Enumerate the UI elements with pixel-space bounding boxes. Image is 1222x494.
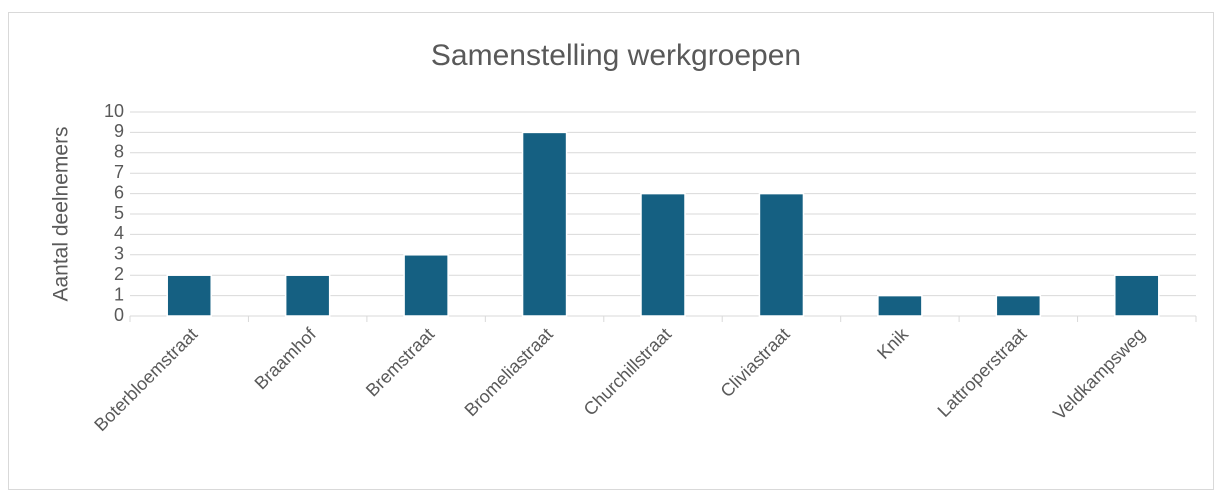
y-tick-label: 9	[114, 121, 124, 141]
y-tick-label: 1	[114, 284, 124, 304]
y-tick-label: 8	[114, 142, 124, 162]
bar	[284, 274, 331, 317]
bar	[640, 192, 686, 317]
y-tick-label: 10	[104, 101, 124, 121]
y-tick-label: 6	[114, 182, 124, 202]
y-tick-label: 4	[114, 223, 124, 243]
y-axis-label: Aantal deelnemers	[50, 126, 73, 301]
y-tick-label: 0	[114, 305, 124, 325]
bar	[877, 294, 923, 317]
chart-title: Samenstelling werkgroepen	[431, 39, 801, 72]
bar	[1114, 274, 1160, 317]
y-tick-label: 3	[114, 244, 124, 264]
bar	[521, 131, 568, 317]
bar	[995, 294, 1042, 317]
y-tick-label: 5	[114, 203, 124, 223]
bar	[403, 254, 449, 317]
y-tick-label: 2	[114, 264, 124, 284]
bar	[758, 192, 805, 317]
bar	[166, 274, 212, 317]
chart-border	[8, 12, 1214, 490]
y-tick-label: 7	[114, 162, 124, 182]
